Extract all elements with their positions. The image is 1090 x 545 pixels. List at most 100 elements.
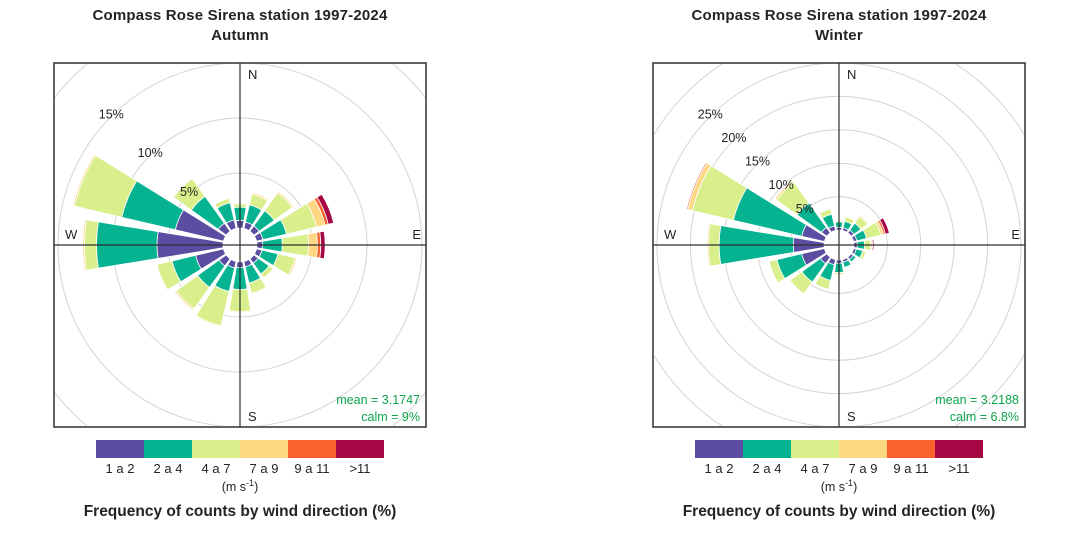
compass-label-e: E [1011,227,1020,242]
speed-legend: 1 a 2 2 a 4 4 a 7 7 a 9 9 a 11 >11 [50,440,430,476]
calm-label: calm = 9% [361,410,420,424]
legend-item: 9 a 11 [288,440,336,476]
legend-item: 1 a 2 [695,440,743,476]
rose-segment-SSW-4 [814,283,830,291]
compass-label-w: W [664,227,677,242]
rose-segment-NNE-5 [845,214,856,221]
rose-segment-SSW-6 [194,316,222,329]
rose-segment-SW-5 [173,291,194,312]
legend-bin-label: 9 a 11 [294,461,330,476]
legend-item: 2 a 4 [144,440,192,476]
legend-swatch [887,440,935,458]
rose-segment-S-6 [228,311,252,315]
calm-label: calm = 6.8% [950,410,1019,424]
rose-segment-NE-5 [859,214,870,225]
legend-bin-label: >11 [948,461,970,476]
ring-label-15: 15% [745,155,770,169]
compass-label-n: N [248,67,257,82]
legend-unit-exponent: -1 [246,478,255,488]
ring-label-5: 5% [180,185,198,199]
legend-unit-text: (m s [221,480,247,495]
legend-item: 9 a 11 [887,440,935,476]
rose-segment-NNE-5 [251,191,270,200]
legend-swatch [935,440,983,458]
plot-border [652,62,1026,428]
rose-segment-ENE-6 [879,217,890,235]
legend-swatch [743,440,791,458]
legend-unit-close: ) [853,480,858,495]
rose-segment-NW-3 [172,177,206,211]
rose-segment-SE-3 [850,256,858,264]
legend-unit-text: (m s [820,480,846,495]
legend-swatch [288,440,336,458]
rose-segment-WSW-3 [156,260,182,291]
rose-segment-SW-4 [788,279,805,296]
ring-label-5: 5% [796,202,814,216]
legend-item: 2 a 4 [743,440,791,476]
chart-title-block-autumn: Compass Rose Sirena station 1997-2024 Au… [50,6,430,46]
plot-border [53,62,427,428]
ring-label-15: 15% [99,107,124,121]
legend-swatch [791,440,839,458]
legend-bin-label: 4 a 7 [201,461,231,476]
chart-title-block-winter: Compass Rose Sirena station 1997-2024 Wi… [649,6,1029,46]
rose-segment-SSE-5 [251,287,268,296]
ring-label-20: 20% [721,131,746,145]
chart-caption: Frequency of counts by wind direction (%… [682,503,996,521]
rose-segment-NW-5 [773,179,794,200]
legend-item: >11 [336,440,384,476]
ring-label-10: 10% [138,146,163,160]
legend-swatch [839,440,887,458]
compass-label-w: W [65,227,78,242]
legend-swatch [144,440,192,458]
chart-title: Compass Rose Sirena station 1997-2024 [92,7,388,24]
legend-unit-exponent: -1 [845,478,854,488]
legend-unit: (m s-1) [50,478,430,494]
legend-bin-label: 1 a 2 [704,461,734,476]
rose-segment-W-5 [81,219,86,271]
legend-item: 7 a 9 [839,440,887,476]
legend-item: 4 a 7 [192,440,240,476]
rose-segment-WSW-3 [768,259,786,284]
legend-bin-label: 9 a 11 [893,461,929,476]
compass-label-n: N [847,67,856,82]
compass-label-s: S [847,409,856,424]
chart-caption: Frequency of counts by wind direction (%… [83,503,397,521]
rose-segment-ENE-6 [316,193,335,225]
legend-bin-label: >11 [349,461,371,476]
panel-autumn: Compass Rose Sirena station 1997-2024 Au… [50,6,430,521]
chart-title: Compass Rose Sirena station 1997-2024 [691,7,987,24]
legend-bin-label: 1 a 2 [105,461,135,476]
legend-swatch [192,440,240,458]
compass-label-s: S [248,409,257,424]
legend-bin-label: 4 a 7 [800,461,830,476]
compass-label-e: E [412,227,421,242]
rose-segment-NE-5 [277,190,295,208]
rose-segment-ESE-5 [288,257,298,277]
rose-segment-W-5 [706,223,710,267]
legend-swatch [695,440,743,458]
ring-label-10: 10% [769,178,794,192]
panel-winter: Compass Rose Sirena station 1997-2024 Wi… [545,0,1090,545]
legend-item: 7 a 9 [240,440,288,476]
rose-segment-WNW-5 [71,153,95,207]
legend-item: 4 a 7 [791,440,839,476]
mean-label: mean = 3.1747 [336,393,420,407]
legend-swatch [240,440,288,458]
chart-subtitle: Autumn [211,27,269,44]
legend-bin-label: 2 a 4 [752,461,782,476]
rose-segment-ESE-5 [862,250,868,261]
chart-subtitle: Winter [815,27,863,44]
rose-segment-NNW-3 [818,208,833,219]
legend-bin-label: 7 a 9 [249,461,279,476]
rose-segment-NNW-3 [214,197,231,209]
legend-item: >11 [935,440,983,476]
speed-legend: 1 a 2 2 a 4 4 a 7 7 a 9 9 a 11 >11 [649,440,1029,476]
rose-segment-WNW-6 [685,161,707,210]
legend-unit-close: ) [254,480,259,495]
legend-unit: (m s-1) [649,478,1029,494]
legend-bin-label: 7 a 9 [848,461,878,476]
